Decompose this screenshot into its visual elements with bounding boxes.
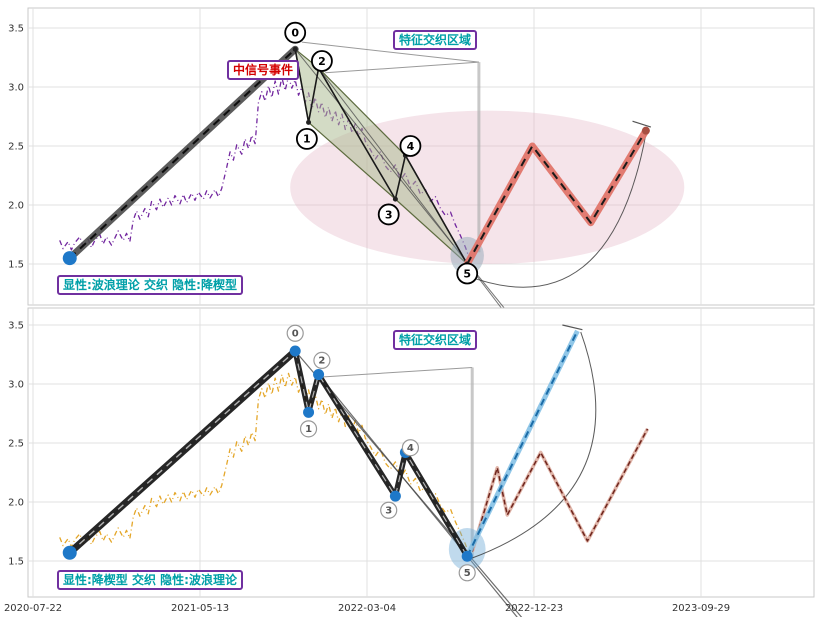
signal-event-label: 中信号事件 (227, 60, 300, 80)
start-marker-dot (62, 545, 77, 560)
wave-number-circle (456, 262, 479, 285)
pointer-line-b (325, 61, 479, 74)
wave-vertex-dot (313, 369, 325, 381)
panel-explicit-elliott: 1.5 2.0 2.5 3.0 3.5 0 2 1 4 3 5 (8, 7, 815, 350)
hidden-zigzag-dash (471, 428, 649, 552)
wave-path-dash (294, 350, 468, 557)
x-tick-label: 2023-09-29 (672, 603, 730, 614)
y-tick-label: 2.0 (8, 201, 24, 212)
wave-vertex-dot (292, 46, 298, 52)
x-tick-label: 2021-05-13 (171, 603, 229, 614)
wave-number-text: 1 (303, 133, 311, 146)
panel-explicit-wedge: 1.5 2.0 2.5 3.0 3.5 0 2 1 4 3 5 (8, 307, 815, 617)
wave-number-text: 5 (463, 267, 471, 280)
trendline-b (318, 67, 530, 345)
impulse-rise-dash (69, 48, 296, 259)
wave-vertex-dot (461, 550, 473, 562)
wave-number-circle (295, 128, 318, 150)
forecast-arc (470, 331, 597, 560)
y-tick-label: 1.5 (8, 557, 24, 568)
wave-number-text: 2 (318, 355, 325, 366)
wave-number-circle (380, 501, 398, 519)
wave-number-text: 4 (407, 443, 414, 454)
interweave-region-label-bottom: 特征交织区域 (393, 330, 478, 350)
wave-number-circle (401, 439, 420, 457)
x-tick-label: 2022-12-23 (505, 603, 563, 614)
forecast-blue-dash (466, 330, 579, 557)
y-tick-label: 3.0 (8, 82, 24, 93)
panel-border (27, 7, 815, 306)
wave-number-text: 5 (464, 568, 471, 579)
forecast-end-dot (641, 126, 650, 135)
wave-vertex-dot (289, 345, 301, 357)
wave-number-text: 4 (407, 140, 415, 153)
wave-number-circle (458, 564, 476, 582)
wave-number-text: 3 (385, 208, 393, 221)
wave-number-text: 0 (292, 328, 299, 339)
explicit-hidden-caption-top: 显性:波浪理论 交织 隐性:降楔型 (57, 275, 243, 295)
wave-number-circle (299, 420, 318, 438)
terminal-tick (562, 324, 583, 331)
wave-vertex-dot (389, 490, 401, 502)
y-tick-label: 1.5 (8, 260, 24, 271)
wave-vertex-dot (303, 406, 315, 418)
trendline-b (318, 374, 518, 617)
explicit-hidden-caption-bottom: 显性:降楔型 交织 隐性:波浪理论 (57, 570, 243, 590)
forecast-zigzag-dash (466, 130, 647, 265)
terminal-tick (632, 120, 652, 128)
y-tick-label: 3.0 (8, 379, 24, 390)
wave-number-text: 0 (291, 26, 299, 39)
pointer-line (323, 366, 473, 378)
wave-number-circle (313, 351, 331, 369)
wave-vertex-dot (306, 119, 312, 125)
wave-number-text: 1 (305, 424, 312, 435)
wave-number-circle (286, 324, 304, 342)
wave-number-circle (399, 135, 422, 157)
wave-number-circle (284, 21, 307, 44)
y-tick-label: 3.5 (8, 23, 24, 34)
wave-number-text: 2 (318, 55, 326, 68)
y-tick-label: 2.5 (8, 141, 24, 152)
x-tick-label: 2020-07-22 (4, 603, 62, 614)
forecast-arc (467, 134, 647, 288)
impulse-rise-dash (69, 350, 296, 554)
price-series (59, 372, 473, 560)
wave-number-text: 3 (385, 505, 392, 516)
x-tick-label: 2022-03-04 (338, 603, 396, 614)
y-tick-label: 2.5 (8, 439, 24, 450)
start-marker-dot (62, 251, 77, 266)
y-tick-label: 3.5 (8, 320, 24, 331)
wave-vertex-dot (392, 196, 398, 202)
panel-border (27, 307, 815, 598)
interweave-region-label-top: 特征交织区域 (393, 30, 478, 50)
wave-number-circle (311, 50, 333, 72)
wave-path (294, 49, 468, 265)
pointer-line-a (301, 41, 479, 63)
y-tick-label: 2.0 (8, 498, 24, 509)
trendline-a (294, 48, 538, 350)
wave-number-circle (377, 203, 400, 226)
